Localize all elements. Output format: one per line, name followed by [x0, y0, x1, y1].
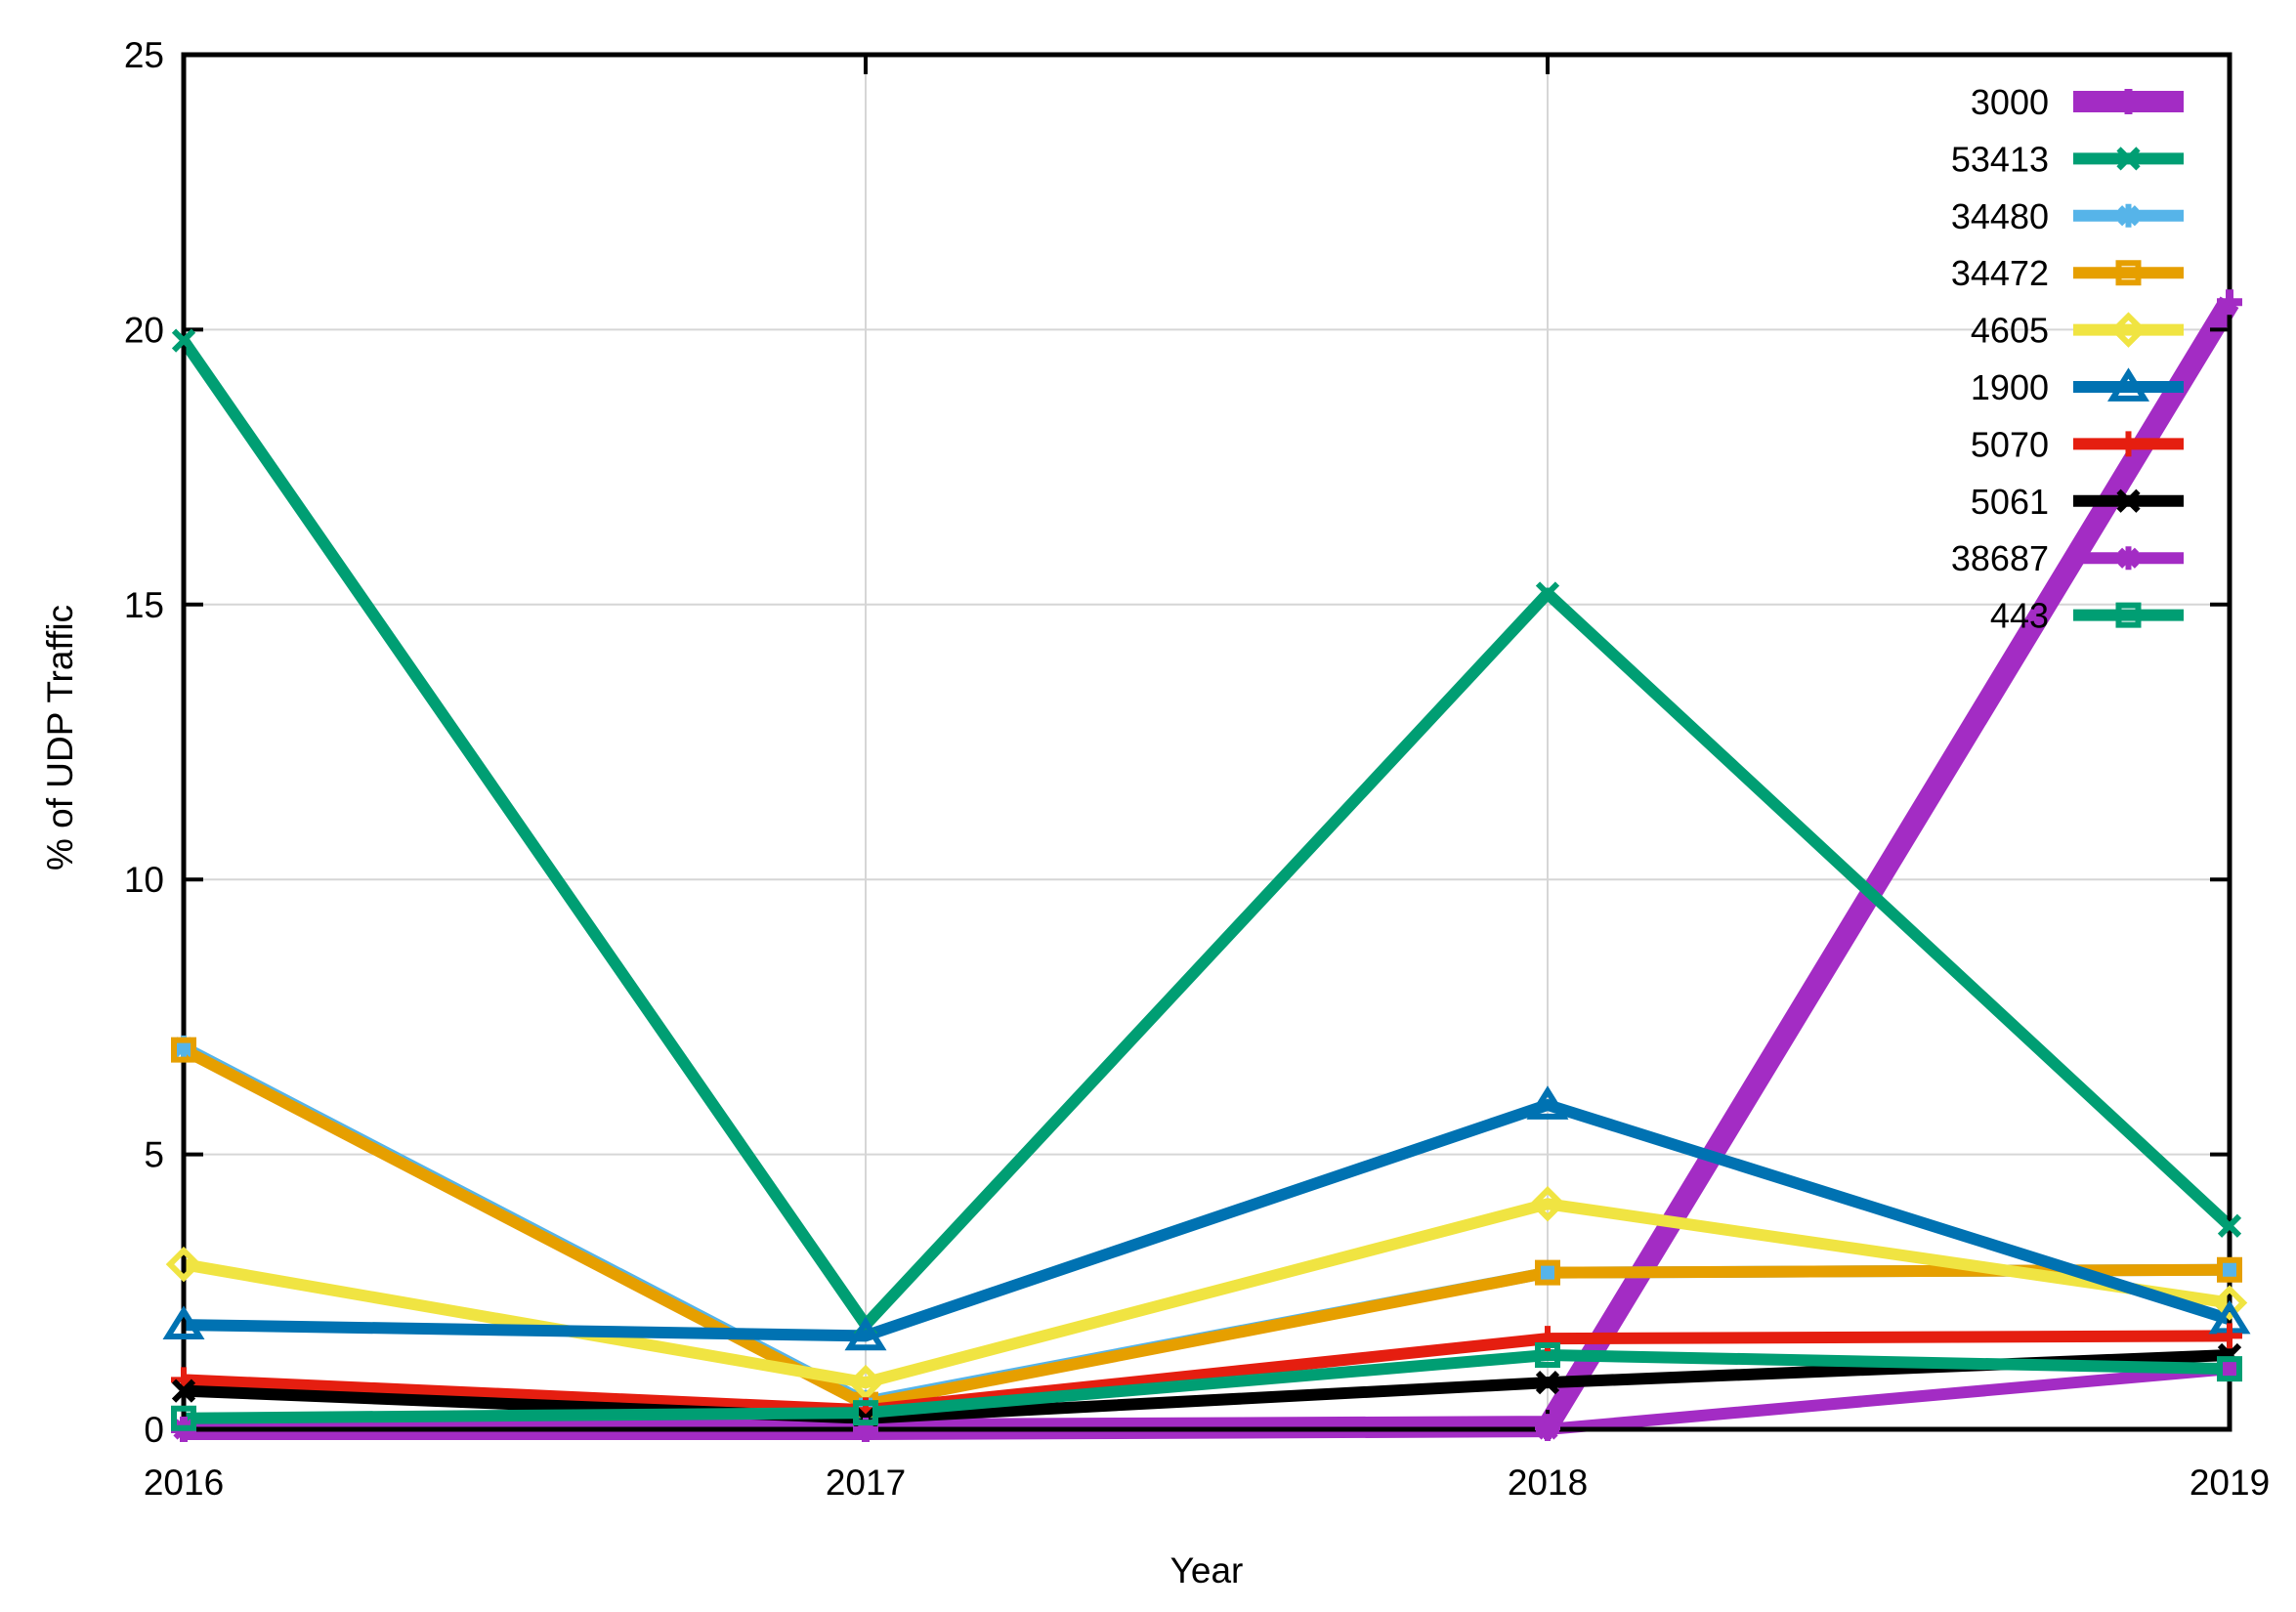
marker-triangle-open-1900 — [844, 1316, 887, 1351]
marker-diamond-open-4605 — [165, 1246, 202, 1283]
marker-asterisk-34480 — [2218, 1257, 2241, 1282]
legend-swatch-marker — [2107, 367, 2149, 402]
x-tick-label: 2019 — [2190, 1463, 2270, 1503]
legend-label: 443 — [1990, 596, 2049, 636]
legend-swatch-marker — [2116, 546, 2141, 571]
legend-item-34480: 34480 — [1951, 196, 2184, 236]
series-line-5061 — [183, 1349, 2231, 1424]
legend-label: 5061 — [1971, 482, 2049, 522]
plot-border — [181, 52, 2232, 1432]
y-tick-label: 10 — [124, 860, 164, 900]
series-line-53413 — [179, 337, 2234, 1332]
marker-plus-3000 — [2217, 289, 2242, 316]
marker-cross-53413 — [1535, 581, 1560, 606]
y-tick-label: 15 — [124, 585, 164, 625]
series-line-1900 — [183, 1098, 2232, 1342]
series-line-443 — [183, 1349, 2231, 1424]
legend-item-4605: 4605 — [1971, 311, 2184, 351]
series-line-5070 — [183, 1330, 2231, 1417]
marker-square-open-34472 — [171, 1037, 196, 1063]
marker-diamond-open-4605 — [2211, 1285, 2248, 1321]
legend-label: 53413 — [1951, 139, 2049, 179]
legend-label: 5070 — [1971, 424, 2049, 464]
legend-item-3000: 3000 — [1971, 82, 2184, 122]
marker-asterisk-38687 — [1536, 1418, 1559, 1441]
marker-cross-53413 — [171, 328, 196, 353]
legend-swatch-marker — [2116, 203, 2141, 228]
marker-triangle-open-1900 — [162, 1305, 205, 1339]
legend: 3000 53413 34480 34472 4605 1900 5070 5061 38687… — [1951, 82, 2184, 636]
legend-label: 1900 — [1971, 367, 2049, 407]
series-line-34472 — [181, 1044, 2231, 1411]
marker-square-open-34472 — [1535, 1259, 1560, 1286]
legend-item-5070: 5070 — [1971, 424, 2184, 464]
marker-plus-5070 — [2217, 1323, 2242, 1349]
legend-label: 34480 — [1951, 196, 2049, 236]
legend-swatch-marker — [2116, 147, 2141, 171]
legend-swatch-marker — [2110, 312, 2147, 348]
legend-item-34472: 34472 — [1951, 253, 2184, 293]
y-tick-label: 25 — [124, 35, 164, 75]
y-tick-label: 0 — [144, 1410, 164, 1450]
axes: 0 5 10 15 20 25 2016 2017 2018 2019 — [124, 35, 2270, 1503]
y-tick-label: 20 — [124, 310, 164, 350]
legend-swatch-marker — [2115, 431, 2142, 457]
marker-diamond-open-4605 — [1529, 1186, 1566, 1222]
marker-square-open-443 — [171, 1405, 196, 1431]
legend-item-443: 443 — [1990, 596, 2184, 636]
legend-swatch-marker — [2115, 89, 2142, 114]
y-axis-label: % of UDP Traffic — [40, 604, 80, 871]
legend-swatch-marker — [2115, 260, 2142, 286]
legend-item-1900: 1900 — [1971, 367, 2184, 407]
series-line-4605 — [182, 1198, 2231, 1389]
legend-label: 4605 — [1971, 311, 2049, 351]
legend-item-38687: 38687 — [1951, 538, 2184, 578]
marker-cross-5061 — [171, 1379, 196, 1403]
marker-cross-53413 — [2217, 1213, 2242, 1238]
legend-label: 38687 — [1951, 538, 2049, 578]
x-tick-label: 2016 — [144, 1463, 224, 1503]
marker-square-open-443 — [853, 1400, 878, 1426]
marker-diamond-open-4605 — [847, 1364, 884, 1401]
marker-square-open-443 — [2217, 1356, 2242, 1382]
x-tick-label: 2017 — [826, 1463, 906, 1503]
legend-item-5061: 5061 — [1971, 482, 2184, 522]
marker-asterisk-38687 — [854, 1418, 877, 1441]
legend-label: 34472 — [1951, 253, 2049, 293]
x-axis-label: Year — [1169, 1550, 1244, 1591]
legend-label: 3000 — [1971, 82, 2049, 122]
series-markers — [162, 289, 2251, 1442]
marker-asterisk-34480 — [172, 1035, 195, 1059]
marker-cross-5061 — [1535, 1371, 1560, 1395]
y-tick-label: 5 — [144, 1135, 164, 1175]
x-tick-label: 2018 — [1508, 1463, 1588, 1503]
marker-square-open-34472 — [2217, 1256, 2242, 1283]
marker-asterisk-34480 — [1536, 1260, 1559, 1285]
legend-swatch-marker — [2115, 602, 2142, 628]
marker-square-open-443 — [1535, 1342, 1560, 1369]
marker-asterisk-38687 — [2218, 1357, 2241, 1381]
series-lines — [179, 296, 2239, 1440]
legend-swatch-marker — [2116, 488, 2141, 513]
marker-triangle-open-1900 — [1526, 1085, 1569, 1120]
legend-item-53413: 53413 — [1951, 139, 2184, 179]
